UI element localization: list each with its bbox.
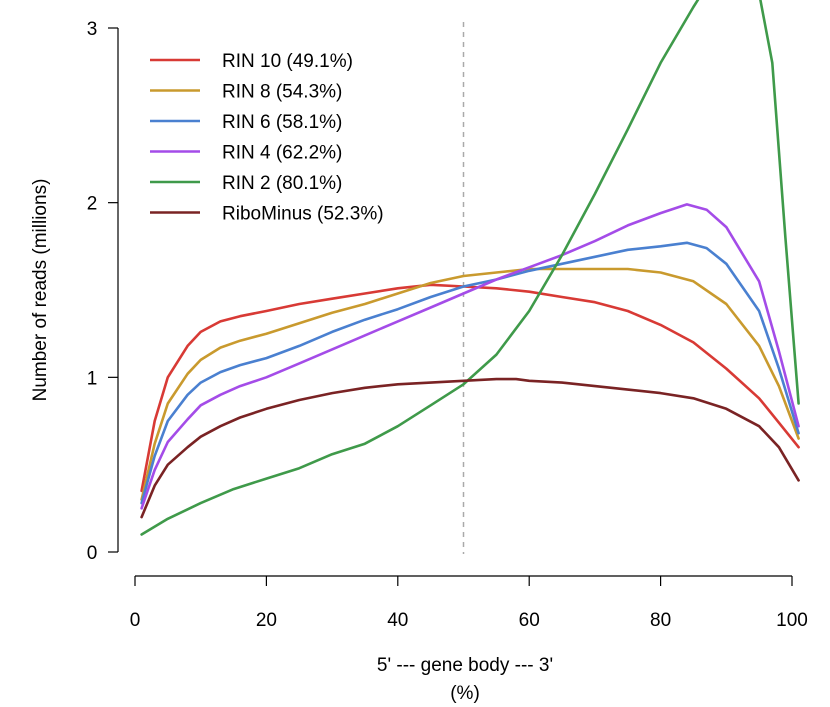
y-tick-label: 3	[87, 19, 98, 40]
x-tick-label: 60	[519, 610, 540, 631]
axes-layer: 0 1 2 3 0 20 40 60 80 100	[87, 19, 808, 631]
legend: RIN 10 (49.1%) RIN 8 (54.3%) RIN 6 (58.1%)…	[150, 51, 384, 225]
series-line-3	[140, 203, 800, 510]
series-line-2	[140, 241, 800, 505]
y-tick-label: 2	[87, 194, 98, 215]
legend-label: RiboMinus (52.3%)	[222, 204, 384, 225]
series-line-0	[140, 283, 800, 493]
series-line-5	[140, 377, 800, 519]
legend-label: RIN 10 (49.1%)	[222, 51, 353, 72]
x-axis-label-unit: (%)	[450, 683, 480, 704]
legend-label: RIN 4 (62.2%)	[222, 143, 342, 164]
x-tick-label: 100	[776, 610, 808, 631]
x-tick-label: 0	[130, 610, 141, 631]
legend-label: RIN 2 (80.1%)	[222, 173, 342, 194]
series-line-4	[140, 0, 800, 536]
y-tick-label: 0	[87, 543, 98, 564]
legend-label: RIN 8 (54.3%)	[222, 82, 342, 103]
series-lines-layer	[140, 0, 800, 536]
y-tick-label: 1	[87, 368, 98, 389]
x-axis-label: 5' --- gene body --- 3'	[377, 655, 553, 676]
legend-label: RIN 6 (58.1%)	[222, 112, 342, 133]
x-tick-label: 40	[387, 610, 408, 631]
y-axis-label: Number of reads (millions)	[30, 179, 51, 402]
series-line-1	[140, 267, 800, 501]
x-tick-label: 20	[256, 610, 277, 631]
x-tick-label: 80	[650, 610, 671, 631]
